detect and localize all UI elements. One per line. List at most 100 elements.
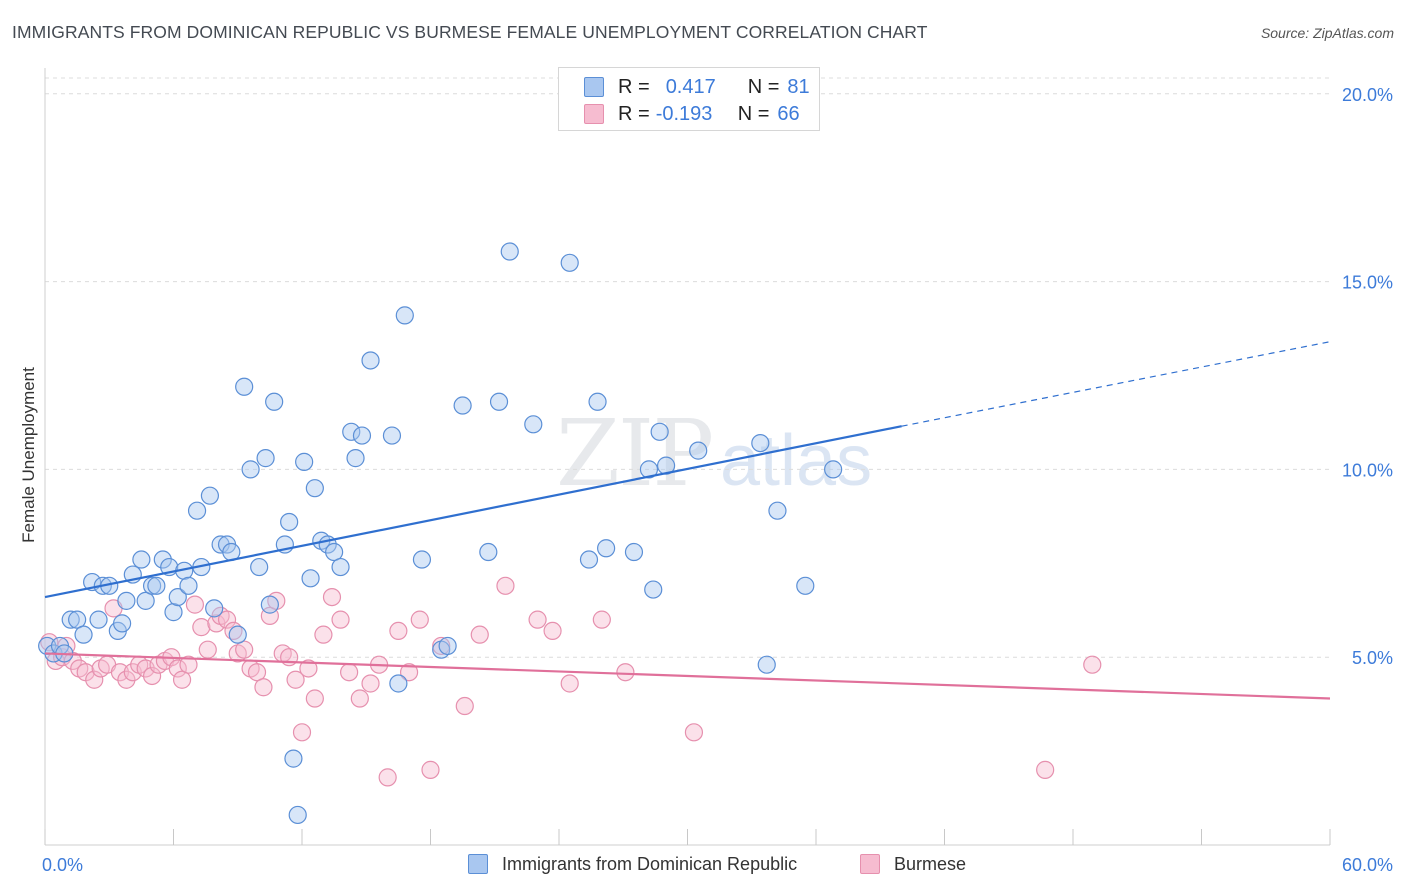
- dominican-point: [579, 550, 599, 569]
- dominican-point: [824, 460, 843, 479]
- dominican-point: [228, 625, 247, 644]
- burmese-point: [110, 663, 130, 682]
- burmese-point: [179, 655, 198, 674]
- y-tick-label: 10.0%: [1342, 460, 1393, 480]
- dominican-point: [89, 610, 108, 629]
- burmese-point: [292, 723, 312, 742]
- burmese-point: [410, 610, 429, 629]
- burmese-point: [235, 640, 254, 659]
- dominican-point: [112, 614, 132, 633]
- dominican-trend-line: [44, 425, 902, 599]
- dominican-point: [644, 580, 663, 599]
- x-tick-label: 60.0%: [1342, 855, 1393, 875]
- dominican-point: [524, 415, 543, 434]
- dominican-point: [588, 392, 607, 411]
- dominican-point: [211, 535, 230, 554]
- y-axis-label: Female Unemployment: [19, 367, 38, 543]
- n-label: N =: [747, 75, 780, 98]
- burmese-point: [592, 610, 611, 629]
- dominican-point: [639, 460, 659, 479]
- legend-item-burmese[interactable]: Burmese: [860, 851, 966, 877]
- burmese-point: [470, 625, 489, 644]
- y-tick-label: 15.0%: [1342, 273, 1393, 293]
- burmese-point: [389, 621, 408, 641]
- burmese-point: [185, 595, 205, 614]
- dominican-point: [624, 542, 644, 562]
- burmese-point: [85, 670, 104, 689]
- dominican-point: [560, 253, 579, 272]
- dominican-point: [295, 452, 314, 471]
- dominican-point: [325, 542, 344, 562]
- stats-row-dominican: R = 0.417 N = 81: [584, 75, 810, 99]
- burmese-point: [378, 768, 397, 787]
- dominican-point: [260, 595, 279, 614]
- axes: [44, 68, 1331, 846]
- dominican-point: [284, 749, 303, 768]
- dominican-point: [489, 392, 509, 411]
- source-label: Source: ZipAtlas.com: [1260, 25, 1394, 41]
- n-value: 66: [777, 102, 800, 125]
- burmese-point: [1036, 760, 1055, 779]
- burmese-point: [616, 663, 635, 682]
- dominican-point: [164, 603, 183, 622]
- legend-label: Immigrants from Dominican Republic: [502, 853, 798, 874]
- dominican-point: [200, 486, 220, 505]
- burmese-point: [421, 760, 440, 779]
- burmese-point: [142, 666, 162, 686]
- dominican-point: [153, 550, 172, 569]
- dominican-point: [305, 479, 324, 498]
- legend-item-dominican[interactable]: Immigrants from Dominican Republic: [468, 851, 797, 877]
- stats-legend: R = 0.417 N = 81 R = -0.193 N = 66: [558, 67, 820, 131]
- r-label: R =: [618, 102, 650, 125]
- dominican-point: [74, 625, 93, 644]
- dominican-point: [235, 377, 254, 396]
- burmese-point: [528, 610, 547, 629]
- dominican-point: [187, 501, 207, 520]
- dominican-point: [757, 655, 776, 674]
- y-tick-label: 20.0%: [1342, 85, 1393, 105]
- dominican-point: [389, 674, 408, 693]
- dominican-point: [352, 426, 372, 445]
- dominican-point: [142, 576, 162, 595]
- x-tick-label: 0.0%: [42, 855, 83, 875]
- n-value: 81: [787, 75, 810, 98]
- dominican-point: [117, 591, 136, 610]
- dominican-point: [689, 441, 708, 460]
- burmese-point: [117, 670, 136, 689]
- dominican-point: [453, 396, 472, 415]
- burmese-point: [254, 678, 273, 697]
- legend-label: Burmese: [894, 853, 967, 874]
- dominican-point: [61, 610, 80, 629]
- burmese-point: [198, 640, 217, 659]
- burmese-point: [286, 670, 305, 689]
- dominican-point: [301, 569, 320, 588]
- burmese-point: [305, 689, 324, 708]
- dominican-point: [331, 557, 350, 577]
- burmese-point: [168, 659, 187, 678]
- dominican-point: [438, 636, 457, 656]
- burmese-point: [192, 618, 211, 637]
- burmese-point: [455, 696, 474, 716]
- stats-row-burmese: R = -0.193 N = 66: [584, 102, 800, 126]
- burmese-point: [331, 610, 350, 629]
- legend-swatch-blue: [468, 854, 488, 874]
- burmese-points: [40, 576, 1102, 787]
- tick-labels: 5.0% 10.0% 15.0% 20.0% 0.0% 60.0%: [42, 85, 1393, 875]
- dominican-point: [597, 539, 616, 558]
- dominican-point: [265, 392, 284, 411]
- dominican-points: [38, 242, 843, 825]
- watermark-atlas: atlas: [720, 421, 873, 501]
- burmese-point: [399, 663, 419, 682]
- burmese-point: [1083, 655, 1102, 674]
- chart-title: IMMIGRANTS FROM DOMINICAN REPUBLIC VS BU…: [12, 22, 928, 42]
- burmese-point: [322, 587, 342, 607]
- dominican-point: [256, 449, 275, 468]
- dominican-point: [288, 805, 307, 825]
- dominican-point: [132, 550, 151, 569]
- legend-swatch-blue: [584, 77, 604, 97]
- dominican-point: [395, 306, 414, 325]
- burmese-point: [314, 625, 333, 644]
- dominican-point: [250, 557, 269, 577]
- dominican-point: [136, 591, 155, 610]
- legend-swatch-pink: [860, 854, 880, 874]
